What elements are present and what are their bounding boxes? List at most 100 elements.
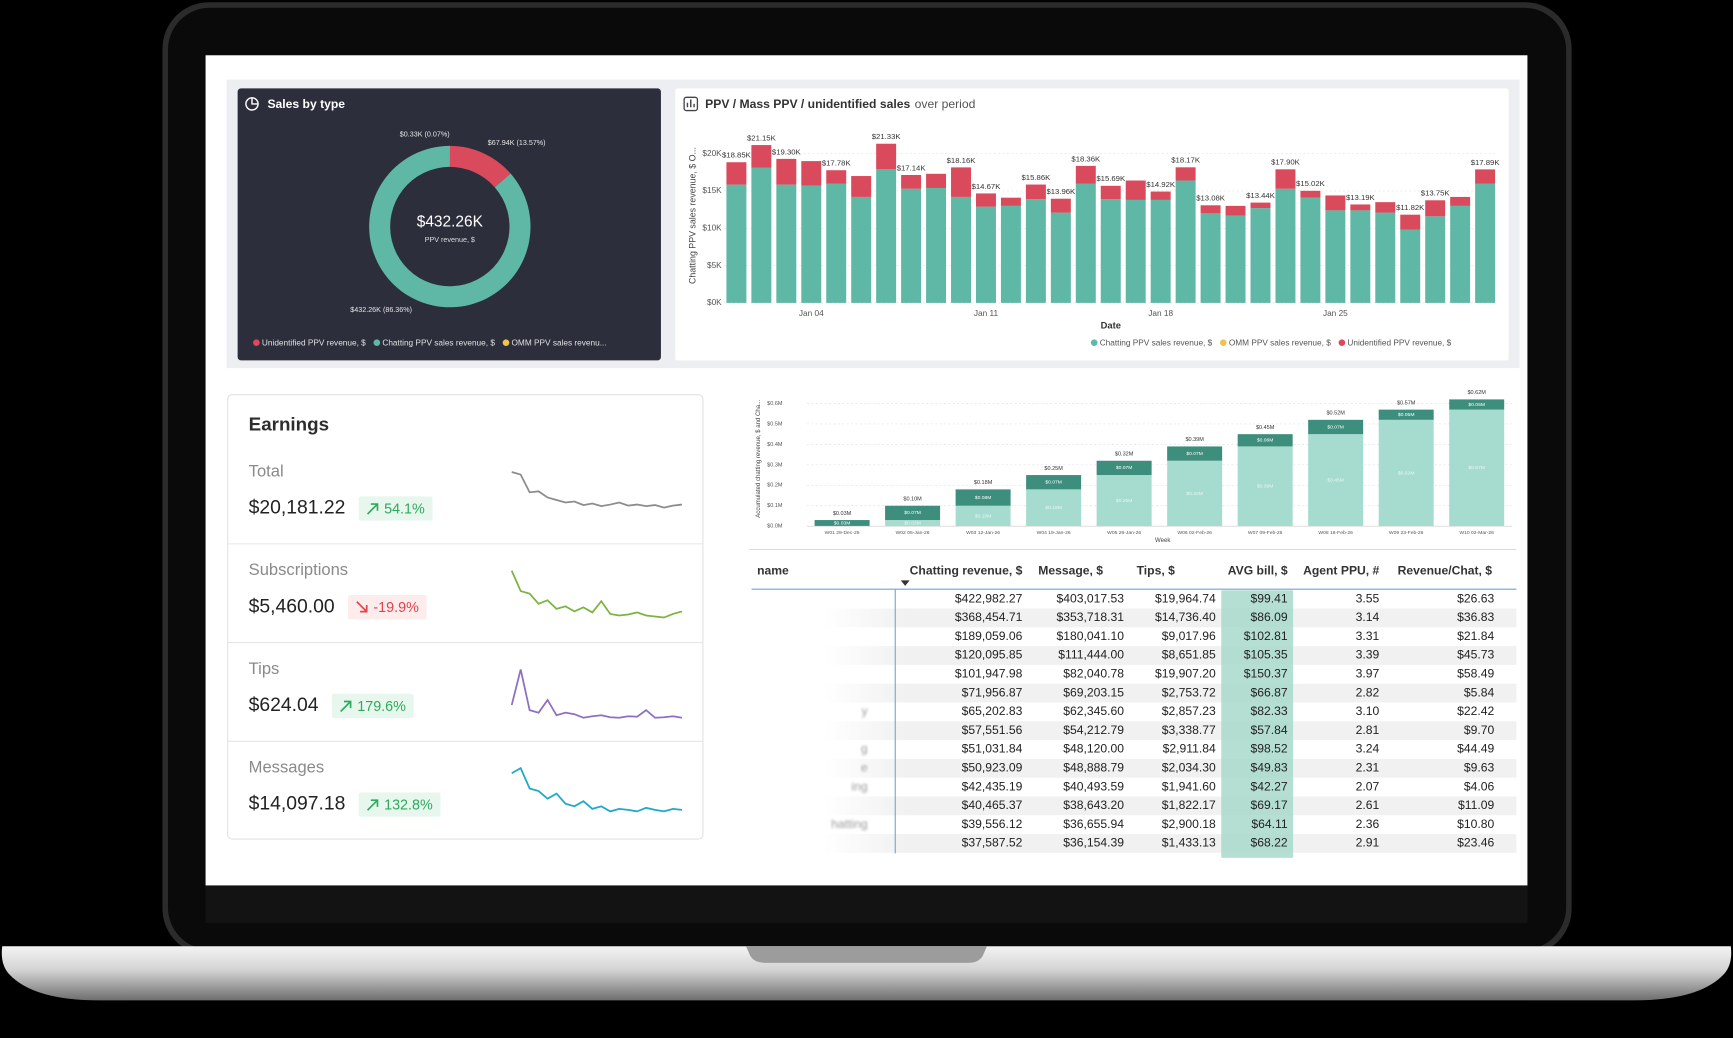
bar-segment: [955, 489, 1011, 506]
total-label: $21.15K: [747, 133, 777, 142]
change-badge: [331, 693, 414, 719]
table-cell: $2,900.18: [1162, 817, 1216, 831]
bar-segment: [901, 188, 922, 303]
table-cell: $9,017.96: [1162, 629, 1216, 643]
bar-segment: [1425, 200, 1446, 217]
y-axis-label: Chatting PPV sales revenue, $ O...: [687, 147, 697, 284]
total-label: $18.36K: [1071, 154, 1101, 163]
column-header: Tips, $: [1137, 564, 1175, 578]
bar-segment: [1225, 205, 1246, 216]
total-label: $0.39M: [1185, 437, 1204, 443]
x-tick-label: Jan 04: [799, 309, 824, 318]
table-cell: 2.82: [1356, 685, 1380, 699]
table-cell: $403,017.53: [1057, 591, 1125, 605]
table-cell: 3.14: [1356, 610, 1380, 624]
table-cell: $10.80: [1457, 817, 1494, 831]
table-cell: $353,718.31: [1057, 610, 1125, 624]
bar-segment: [1450, 205, 1471, 303]
table-cell: $68.22: [1250, 836, 1287, 850]
bar-segment: [1250, 208, 1271, 303]
bar-segment: [1308, 434, 1364, 527]
legend-swatch: [1220, 339, 1227, 346]
bar-segment: [1475, 183, 1496, 303]
table-cell: 2.36: [1356, 817, 1380, 831]
total-label: $17.89K: [1471, 158, 1501, 167]
x-tick-label: Jan 18: [1148, 309, 1173, 318]
total-label: $13.75K: [1421, 189, 1451, 198]
table-cell: $180,041.10: [1057, 629, 1125, 643]
table-cell: $189,059.06: [955, 629, 1023, 643]
bar-segment: [1400, 214, 1421, 230]
bar-segment: [1300, 190, 1321, 198]
x-tick-label: W03 12-Jan-26: [966, 530, 1000, 536]
legend-swatch: [1090, 339, 1098, 346]
row-name: e: [861, 760, 868, 774]
bar-icon: [683, 96, 699, 112]
bar-segment: [726, 184, 747, 303]
total-label: $0.03M: [833, 511, 852, 517]
total-label: $17.78K: [822, 159, 852, 168]
bar-segment: [1200, 213, 1221, 303]
x-axis-label: Week: [1155, 538, 1171, 544]
x-tick-label: W09 23-Feb-26: [1389, 530, 1424, 536]
bar-segment: [1050, 212, 1071, 303]
bar-segment: [876, 143, 897, 170]
segment-label: $0.07M: [1327, 424, 1344, 430]
metric-label: Tips: [249, 659, 280, 678]
segment-label: $0.18M: [1045, 505, 1062, 511]
bar-segment: [1250, 202, 1271, 209]
table-cell: $2,911.84: [1163, 742, 1216, 756]
table-cell: $36,655.94: [1063, 817, 1124, 831]
segment-label: $0.03M: [834, 520, 851, 526]
bar-segment: [955, 505, 1011, 527]
bar-segment: [1125, 199, 1146, 303]
total-label: $0.10M: [903, 497, 922, 503]
table-cell: $36,154.39: [1063, 836, 1124, 850]
y-tick-label: $0.3M: [767, 462, 783, 468]
legend-label: Unidentified PPV revenue, $: [262, 338, 366, 347]
bar-segment: [951, 167, 971, 197]
bar-segment: [1075, 165, 1096, 184]
total-label: $21.33K: [872, 132, 902, 141]
column-header: name: [757, 564, 789, 578]
table-cell: $105.35: [1244, 648, 1288, 662]
y-tick-label: $15K: [702, 186, 722, 195]
table-cell: $64.11: [1251, 817, 1287, 831]
table-cell: $38,643.20: [1063, 798, 1124, 812]
table-cell: $71,956.87: [962, 685, 1023, 699]
table-cell: $102.81: [1244, 629, 1288, 643]
table-cell: $86.09: [1250, 610, 1287, 624]
y-tick-label: $0.6M: [767, 401, 783, 407]
bar-segment: [975, 206, 996, 303]
total-label: $19.30K: [772, 147, 802, 156]
total-label: $0.62M: [1467, 390, 1486, 396]
table-cell: $48,888.79: [1063, 760, 1124, 774]
table-cell: $150.37: [1244, 667, 1288, 681]
bar-segment: [1075, 183, 1096, 303]
sparkline: [510, 669, 683, 719]
bar-segment: [1025, 199, 1046, 303]
table-cell: $65,202.83: [962, 704, 1023, 718]
screen-chin: [205, 885, 1528, 924]
bar-segment: [885, 520, 941, 527]
slice-label: $67.94K (13.57%): [488, 139, 546, 147]
row-stripe: [823, 608, 1517, 628]
bar-segment: [1375, 202, 1396, 213]
table-cell: $37,587.52: [962, 836, 1023, 850]
donut-slice: [449, 145, 511, 188]
bar-segment: [1378, 409, 1434, 420]
table-cell: $99.41: [1250, 591, 1287, 605]
table-cell: $26.63: [1457, 591, 1494, 605]
segment-label: $0.57M: [1468, 465, 1485, 471]
segment-label: $0.32M: [1186, 491, 1203, 497]
bar-segment: [1150, 199, 1171, 303]
table-cell: $36.83: [1457, 610, 1494, 624]
x-tick-label: W07 09-Feb-26: [1248, 530, 1283, 536]
bar-segment: [1400, 229, 1421, 303]
metric-label: Total: [249, 461, 284, 480]
bar-segment: [1275, 188, 1296, 303]
total-label: $11.82K: [1396, 203, 1425, 212]
y-tick-label: $20K: [702, 149, 722, 158]
metric-label: Messages: [249, 758, 324, 777]
segment-label: $0.10M: [975, 513, 992, 519]
